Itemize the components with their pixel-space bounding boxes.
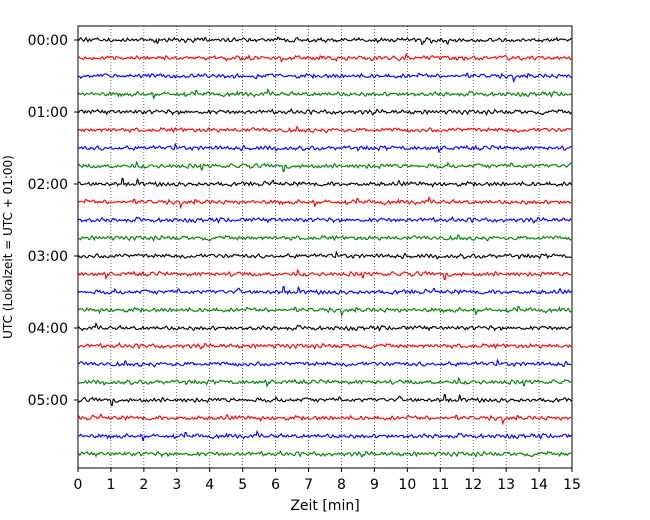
x-tick-label: 15 <box>563 477 581 493</box>
grid-lines <box>110 26 540 468</box>
x-tick-label: 3 <box>172 477 181 493</box>
trace-line <box>77 195 572 210</box>
trace-line <box>77 87 572 99</box>
trace-line <box>77 126 572 134</box>
plot-frame <box>77 25 573 469</box>
x-axis-ticks: 0 1 2 3 4 5 6 7 8 9 10 11 12 13 14 15 <box>74 468 581 493</box>
trace-line <box>77 36 572 46</box>
x-tick-label: 6 <box>271 477 280 493</box>
x-tick-label: 14 <box>530 477 548 493</box>
y-tick-label: 00:00 <box>28 33 68 49</box>
x-tick-label: 13 <box>497 477 515 493</box>
trace-line <box>77 178 572 189</box>
x-tick-label: 2 <box>139 477 148 493</box>
y-tick-label: 02:00 <box>28 177 68 193</box>
trace-line <box>77 450 572 459</box>
x-tick-label: 12 <box>464 477 482 493</box>
y-tick-label: 04:00 <box>28 321 68 337</box>
trace-line <box>77 376 572 388</box>
trace-line <box>77 216 572 224</box>
trace-line <box>77 321 572 332</box>
x-axis-label: Zeit [min] <box>290 498 359 514</box>
trace-line <box>77 160 572 173</box>
x-tick-label: 11 <box>431 477 449 493</box>
trace-line <box>77 342 572 351</box>
trace-line <box>77 108 572 117</box>
y-axis-label: UTC (Lokalzeit = UTC + 01:00) <box>1 155 15 339</box>
x-tick-label: 8 <box>337 477 346 493</box>
trace-line <box>77 429 572 441</box>
x-tick-label: 9 <box>370 477 379 493</box>
trace-line <box>77 53 572 63</box>
x-tick-label: 10 <box>398 477 416 493</box>
trace-series <box>77 36 572 459</box>
x-tick-label: 4 <box>205 477 214 493</box>
trace-line <box>77 394 572 407</box>
y-tick-label: 03:00 <box>28 249 68 265</box>
trace-line <box>77 268 572 281</box>
trace-line <box>77 305 572 318</box>
trace-line <box>77 142 572 154</box>
y-tick-label: 01:00 <box>28 105 68 121</box>
x-tick-label: 0 <box>74 477 83 493</box>
trace-line <box>77 234 572 243</box>
y-axis-ticks: 00:00 01:00 02:00 03:00 04:00 05:00 <box>28 33 78 409</box>
trace-line <box>77 286 572 296</box>
trace-line <box>77 72 572 84</box>
trace-line <box>77 413 572 426</box>
x-tick-label: 1 <box>106 477 115 493</box>
trace-line <box>77 358 572 368</box>
x-tick-label: 7 <box>304 477 313 493</box>
trace-line <box>77 250 572 260</box>
y-tick-label: 05:00 <box>28 393 68 409</box>
x-tick-label: 5 <box>238 477 247 493</box>
